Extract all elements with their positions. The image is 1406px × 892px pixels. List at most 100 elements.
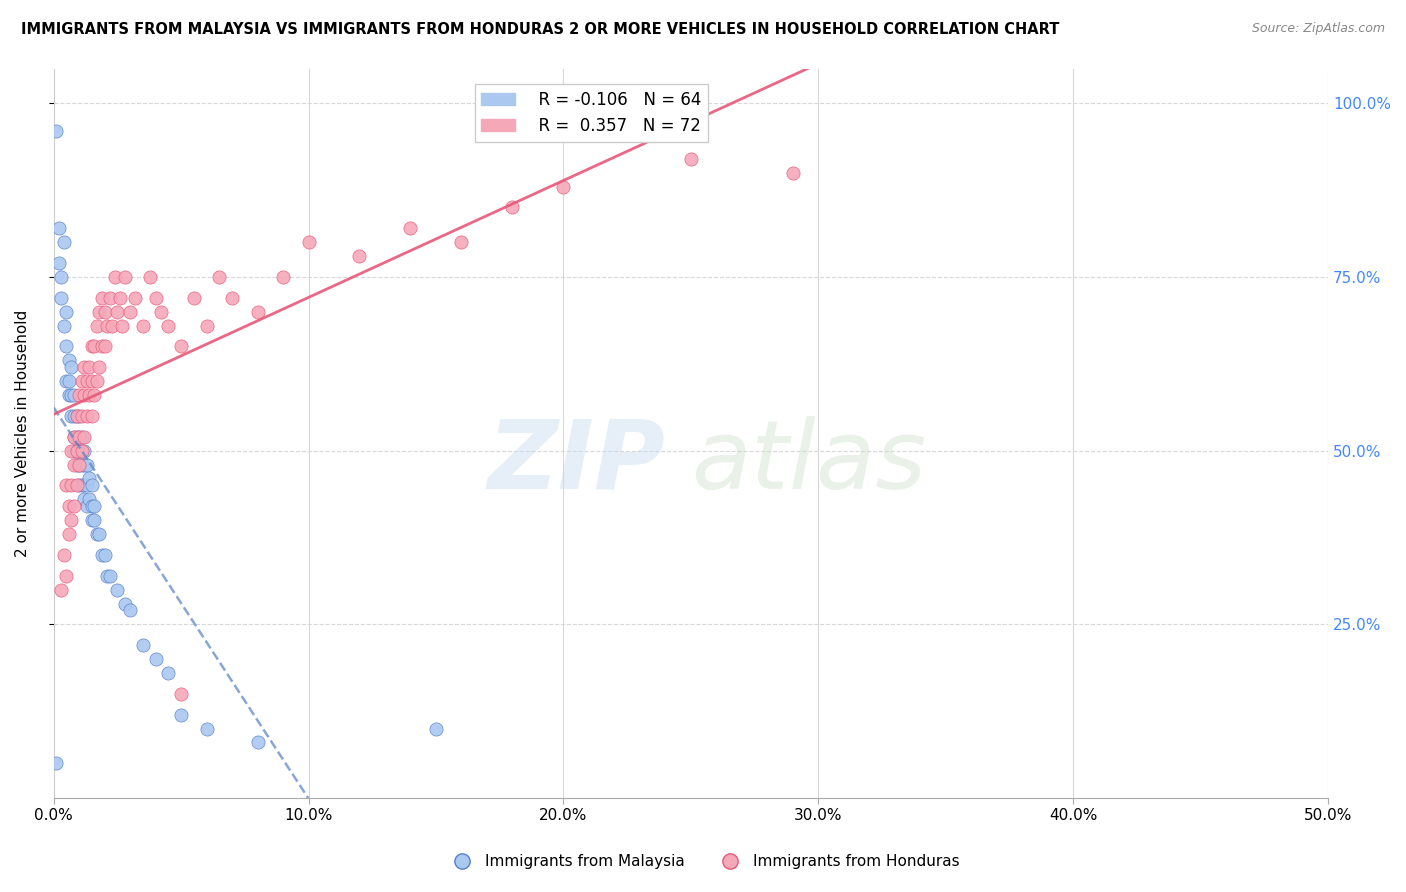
Point <box>93 339 115 353</box>
Point <box>83 513 105 527</box>
Legend:   R = -0.106   N = 64,   R =  0.357   N = 72: R = -0.106 N = 64, R = 0.357 N = 72 <box>475 84 709 142</box>
Point <box>48 256 70 270</box>
Point <box>67 458 90 472</box>
Point <box>124 291 146 305</box>
Point <box>63 388 86 402</box>
Point <box>679 152 702 166</box>
Point <box>79 360 101 375</box>
Point <box>58 374 80 388</box>
Point <box>52 235 75 250</box>
Point <box>63 458 86 472</box>
Point <box>63 500 86 514</box>
Point <box>105 582 128 597</box>
Point <box>83 388 105 402</box>
Point <box>208 269 231 284</box>
Point <box>80 339 103 353</box>
Point <box>132 318 155 333</box>
Text: Source: ZipAtlas.com: Source: ZipAtlas.com <box>1251 22 1385 36</box>
Point <box>67 458 90 472</box>
Point <box>52 318 75 333</box>
Point <box>145 652 167 666</box>
Point <box>58 353 80 368</box>
Point <box>170 339 193 353</box>
Point <box>73 492 96 507</box>
Point <box>108 291 131 305</box>
Point <box>79 471 101 485</box>
Point <box>76 409 98 423</box>
Point <box>145 291 167 305</box>
Point <box>45 756 67 771</box>
Point <box>55 568 77 582</box>
Point <box>157 665 180 680</box>
Point <box>246 304 269 318</box>
Point <box>96 568 118 582</box>
Point <box>80 500 103 514</box>
Point <box>73 458 96 472</box>
Point <box>60 360 83 375</box>
Legend: Immigrants from Malaysia, Immigrants from Honduras: Immigrants from Malaysia, Immigrants fro… <box>440 848 966 875</box>
Point <box>70 458 93 472</box>
Point <box>76 500 98 514</box>
Point <box>86 527 108 541</box>
Point <box>51 291 73 305</box>
Point <box>98 568 121 582</box>
Point <box>51 269 73 284</box>
Point <box>60 388 83 402</box>
Point <box>501 201 523 215</box>
Point <box>67 409 90 423</box>
Point <box>67 430 90 444</box>
Point <box>73 430 96 444</box>
Point <box>55 478 77 492</box>
Point <box>65 409 87 423</box>
Point <box>52 548 75 562</box>
Point <box>70 443 93 458</box>
Point <box>60 443 83 458</box>
Point <box>91 339 114 353</box>
Text: IMMIGRANTS FROM MALAYSIA VS IMMIGRANTS FROM HONDURAS 2 OR MORE VEHICLES IN HOUSE: IMMIGRANTS FROM MALAYSIA VS IMMIGRANTS F… <box>21 22 1060 37</box>
Point <box>149 304 172 318</box>
Point <box>425 722 447 736</box>
Point <box>297 235 319 250</box>
Point <box>76 458 98 472</box>
Point <box>93 548 115 562</box>
Point <box>65 409 87 423</box>
Point <box>65 443 87 458</box>
Point <box>70 443 93 458</box>
Point <box>45 124 67 138</box>
Point <box>63 409 86 423</box>
Point <box>60 409 83 423</box>
Point <box>58 500 80 514</box>
Point <box>67 388 90 402</box>
Point <box>80 478 103 492</box>
Y-axis label: 2 or more Vehicles in Household: 2 or more Vehicles in Household <box>15 310 30 557</box>
Point <box>98 291 121 305</box>
Point <box>67 478 90 492</box>
Point <box>114 597 136 611</box>
Point <box>93 304 115 318</box>
Point <box>183 291 205 305</box>
Point <box>91 291 114 305</box>
Point <box>139 269 162 284</box>
Text: atlas: atlas <box>690 416 927 509</box>
Point <box>553 179 575 194</box>
Point <box>48 221 70 235</box>
Text: ZIP: ZIP <box>488 416 665 509</box>
Point <box>55 374 77 388</box>
Point <box>60 513 83 527</box>
Point <box>104 269 127 284</box>
Point <box>132 638 155 652</box>
Point <box>63 430 86 444</box>
Point <box>105 304 128 318</box>
Point <box>58 388 80 402</box>
Point <box>67 443 90 458</box>
Point <box>782 166 804 180</box>
Point <box>450 235 472 250</box>
Point <box>83 500 105 514</box>
Point <box>58 527 80 541</box>
Point <box>195 722 218 736</box>
Point <box>65 443 87 458</box>
Point <box>51 582 73 597</box>
Point <box>73 388 96 402</box>
Point <box>157 318 180 333</box>
Point <box>80 409 103 423</box>
